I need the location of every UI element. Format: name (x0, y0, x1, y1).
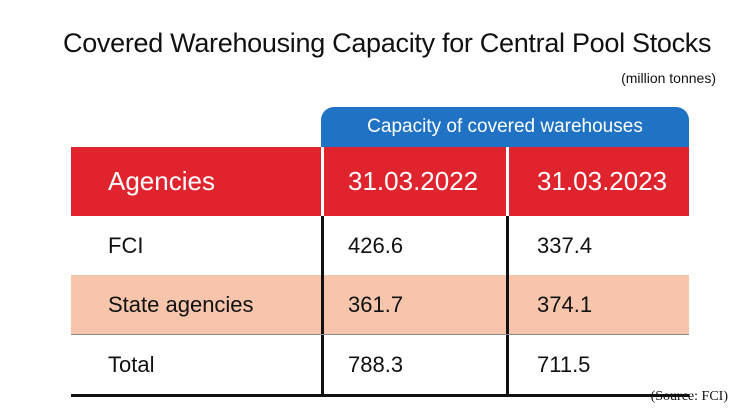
table-row-total: Total 788.3 711.5 (71, 334, 689, 394)
value-cell-2023: 711.5 (506, 335, 689, 394)
value-cell-2022: 788.3 (321, 335, 506, 394)
header-row: Agencies 31.03.2022 31.03.2023 (71, 147, 689, 216)
row-label: FCI (108, 232, 144, 258)
chart-title: Covered Warehousing Capacity for Central… (63, 28, 712, 58)
group-header: Capacity of covered warehouses (321, 107, 689, 147)
header-cell-agencies: Agencies (108, 166, 215, 196)
value-cell-2022: 361.7 (321, 275, 506, 334)
table-row-state-agencies: State agencies 361.7 374.1 (71, 275, 689, 334)
value-cell-2023: 374.1 (506, 275, 689, 334)
header-cell-2023: 31.03.2023 (506, 147, 689, 216)
row-label: Total (108, 351, 155, 377)
table-row-fci: FCI 426.6 337.4 (71, 216, 689, 275)
source-note: (Source: FCI) (650, 389, 728, 404)
group-header-label: Capacity of covered warehouses (367, 116, 643, 137)
unit-label: (million tonnes) (621, 70, 716, 86)
row-label: State agencies (108, 291, 254, 317)
capacity-table: Agencies 31.03.2022 31.03.2023 FCI 426.6… (71, 147, 689, 397)
header-cell-2022: 31.03.2022 (321, 147, 506, 216)
value-cell-2022: 426.6 (321, 216, 506, 275)
value-cell-2023: 337.4 (506, 216, 689, 275)
